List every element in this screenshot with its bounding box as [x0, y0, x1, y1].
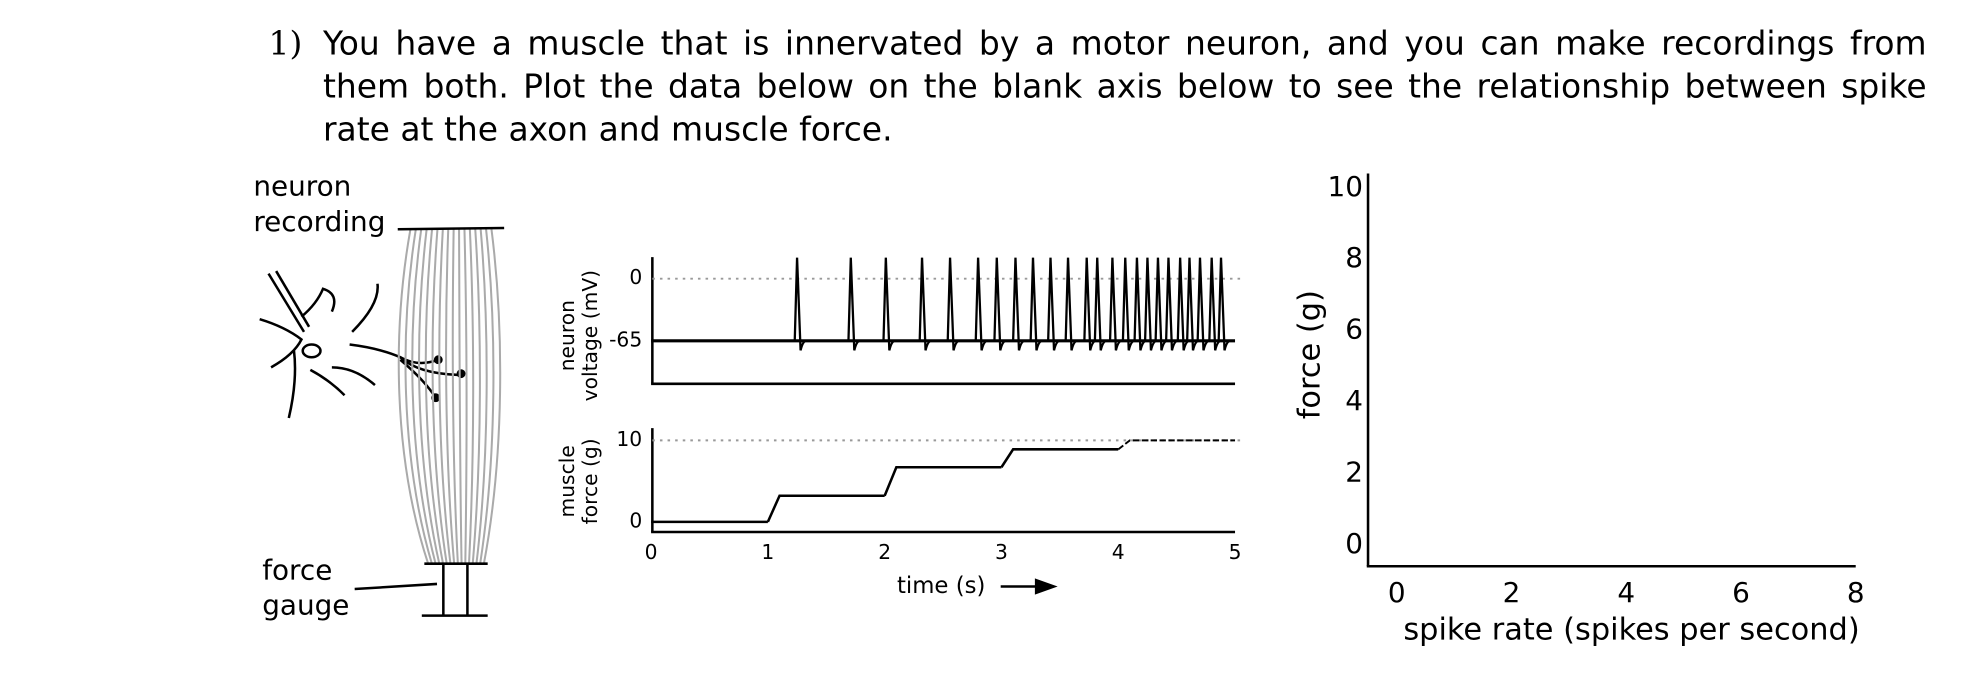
spike — [976, 258, 988, 351]
x-tick-label: 1 — [761, 540, 774, 564]
spike — [1048, 258, 1060, 351]
x-label: time (s) — [897, 573, 985, 599]
spike — [1110, 258, 1122, 351]
figure: neuron recording force gauge neuron volt… — [0, 0, 1976, 684]
y-label: voltage (mV) — [578, 270, 602, 401]
spike — [1031, 258, 1043, 351]
worksheet: 1) You have a muscle that is innervated … — [0, 0, 1976, 684]
x-tick-label: 4 — [1112, 540, 1125, 564]
y-tick-label: 2 — [1345, 455, 1363, 488]
spike — [1123, 258, 1135, 351]
muscle-fibers — [399, 229, 500, 563]
spike — [948, 258, 960, 351]
y-label: neuron — [555, 300, 579, 371]
label: recording — [253, 205, 385, 238]
label: force — [262, 553, 332, 586]
x-tick-label: 6 — [1732, 576, 1750, 609]
y-tick-label: 10 — [1328, 170, 1363, 203]
spike — [1095, 258, 1107, 351]
x-tick-label: 2 — [1503, 576, 1521, 609]
x-tick-label: 2 — [878, 540, 891, 564]
x-tick-label: 0 — [645, 540, 658, 564]
spike — [1198, 258, 1210, 351]
spike — [848, 258, 860, 351]
y-tick-label: 0 — [1345, 527, 1363, 560]
x-tick-label: 4 — [1617, 576, 1635, 609]
spike — [883, 258, 895, 351]
spike — [920, 258, 932, 351]
x-tick-label: 3 — [995, 540, 1008, 564]
y-tick-label: 0 — [629, 508, 642, 532]
y-tick-label: -65 — [609, 327, 642, 351]
x-tick-label: 5 — [1229, 540, 1242, 564]
x-tick-label: 0 — [1388, 576, 1406, 609]
spike — [1066, 258, 1078, 351]
label: gauge — [262, 589, 349, 622]
label: neuron — [253, 169, 351, 202]
spike — [994, 258, 1006, 351]
y-label: force (g) — [578, 438, 602, 524]
y-tick-label: 4 — [1345, 384, 1363, 417]
force-step — [768, 496, 885, 522]
spike — [795, 258, 807, 351]
y-label: muscle — [555, 445, 579, 517]
y-tick-label: 0 — [629, 265, 642, 289]
fiber — [453, 229, 458, 563]
y-label: force (g) — [1293, 290, 1328, 419]
fiber — [464, 229, 466, 563]
spike — [1166, 258, 1178, 351]
y-tick-label: 8 — [1345, 241, 1363, 274]
fiber — [459, 229, 462, 563]
force-step — [885, 467, 1002, 496]
spike — [1013, 258, 1025, 351]
x-label: spike rate (spikes per second) — [1403, 612, 1859, 647]
fiber — [469, 229, 473, 563]
y-tick-label: 10 — [616, 427, 642, 451]
force-step — [1118, 440, 1235, 449]
page: 1) You have a muscle that is innervated … — [0, 0, 1976, 684]
axes — [651, 174, 1856, 593]
y-tick-label: 6 — [1345, 313, 1363, 346]
spike — [1219, 258, 1231, 351]
force-step — [1001, 449, 1118, 467]
x-tick-label: 8 — [1847, 576, 1865, 609]
